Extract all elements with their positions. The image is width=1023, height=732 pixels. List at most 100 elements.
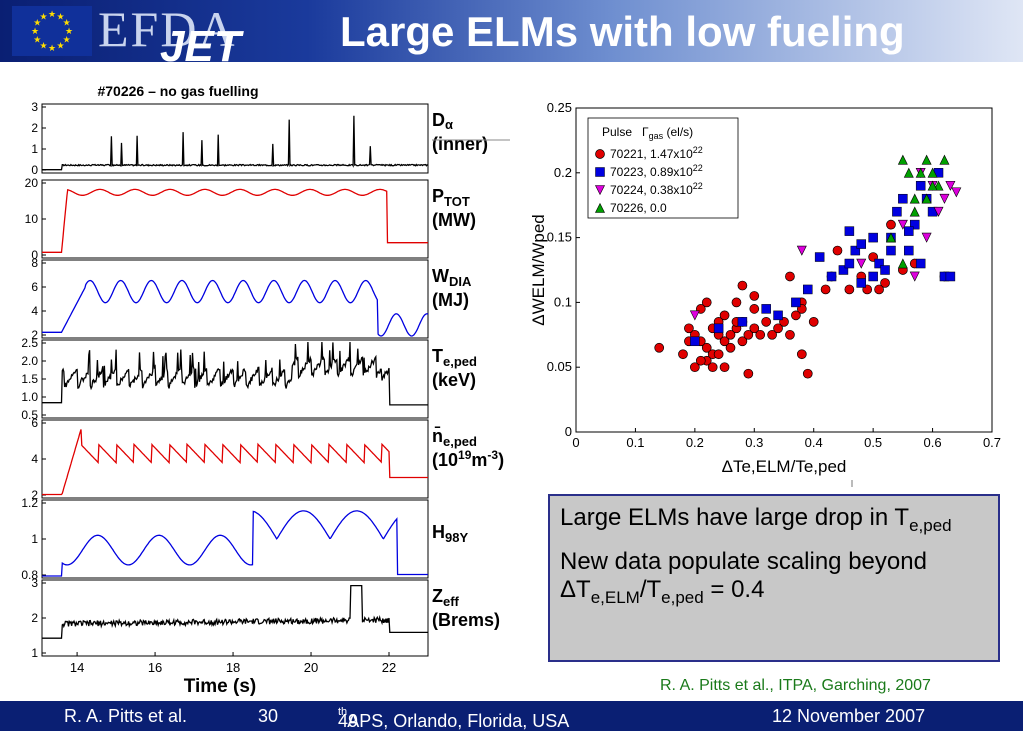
data-point-square [773, 310, 783, 321]
callout-line-2: New data populate scaling beyond ΔTe,ELM… [560, 547, 927, 607]
legend-entry: 70221, 1.47x1022 [610, 145, 703, 161]
panel-frame [41, 179, 429, 259]
data-point-circle [595, 149, 605, 159]
y-tick-label: 3 [31, 100, 38, 114]
panel-ptot: 20 10 0 PTOT(MW) [25, 176, 476, 262]
y-tick-label: 4 [31, 452, 38, 466]
data-point-square [886, 245, 896, 256]
panel-unit-label: (inner) [432, 134, 488, 154]
data-point-triangle-down [933, 206, 944, 217]
data-point-triangle-up [595, 202, 605, 213]
flag-star-icon: ★ [48, 43, 56, 53]
data-point-circle [802, 368, 813, 379]
data-point-triangle-up [921, 154, 932, 165]
flag-star-icon: ★ [31, 26, 39, 36]
data-point-triangle-down [951, 187, 962, 198]
data-point-triangle-down [595, 185, 605, 196]
data-point-square [880, 265, 890, 275]
y-tick-label: 0 [31, 248, 38, 262]
trace-h98 [42, 510, 428, 577]
y-tick-label: 0 [31, 163, 38, 177]
data-point-circle [796, 349, 807, 360]
y-tick-label: 1.5 [21, 372, 38, 386]
data-point-square [856, 278, 867, 288]
y-tick-label: 6 [31, 416, 38, 430]
data-point-circle [874, 284, 884, 295]
data-point-circle [808, 316, 819, 327]
data-point-circle [725, 329, 736, 340]
data-point-square [868, 232, 878, 243]
panel-frame [41, 259, 429, 339]
flag-star-icon: ★ [39, 11, 47, 21]
legend-entry: 70226, 0.0 [610, 201, 667, 215]
y-axis-label: ΔWELM/Wped [530, 214, 548, 326]
callout-line-1: Large ELMs have large drop in Te,ped [560, 504, 952, 535]
data-point-square [904, 226, 914, 236]
flag-star-icon: ★ [63, 18, 71, 28]
data-point-circle [707, 362, 718, 373]
data-point-triangle-up [909, 206, 920, 217]
panel-label: H98Y [432, 522, 468, 545]
x-tick-label: 14 [70, 660, 84, 675]
data-point-square [850, 245, 861, 256]
y-tick-label: 0.1 [554, 294, 572, 309]
data-point-circle [678, 349, 688, 360]
panel-teped: 2.5 2.0 1.5 1.0 0.5 Te,ped(keV) [21, 336, 477, 422]
callout-box: Large ELMs have large drop in Te,ped New… [548, 494, 1000, 662]
data-point-circle [832, 245, 843, 256]
data-point-square [844, 258, 855, 269]
trace-teped [42, 341, 428, 406]
flag-star-icon: ★ [56, 41, 64, 51]
data-point-square [915, 181, 926, 191]
data-point-square [909, 219, 920, 230]
x-tick-label: 0.4 [805, 435, 823, 450]
x-axis-label: ΔTe,ELM/Te,ped [722, 457, 847, 476]
panel-zeff: 3 2 1 Zeff(Brems) [31, 576, 500, 660]
reference-credit: R. A. Pitts et al., ITPA, Garching, 2007 [660, 677, 931, 694]
footer-page-number: 30 [258, 706, 279, 726]
footer-author: R. A. Pitts et al. [64, 706, 188, 726]
data-point-circle [743, 368, 754, 379]
x-tick-label: 0.6 [924, 435, 942, 450]
data-point-circle [785, 271, 795, 282]
data-point-circle [654, 342, 665, 353]
y-tick-label: 1.0 [21, 390, 38, 404]
trace-dalpha [42, 115, 428, 171]
trace-neped [42, 429, 428, 496]
data-point-square [737, 317, 748, 327]
series-3 [885, 154, 950, 269]
efda-logo-text: EFDA [98, 1, 237, 57]
data-point-triangle-down [909, 271, 920, 282]
data-point-square [915, 258, 926, 269]
data-point-circle [785, 329, 795, 340]
data-point-circle [701, 297, 712, 308]
panel-frame [41, 339, 429, 419]
data-point-square [838, 265, 849, 275]
data-point-triangle-up [927, 167, 938, 178]
y-tick-label: 20 [25, 176, 39, 190]
y-tick-label: 2 [31, 328, 38, 342]
data-point-triangle-down [939, 193, 950, 204]
panel-frame [41, 419, 429, 499]
data-point-square [761, 304, 771, 314]
data-point-square [803, 284, 813, 295]
panel-unit-label: (Brems) [432, 610, 500, 630]
data-point-square [713, 323, 724, 334]
data-point-circle [791, 310, 801, 321]
data-point-square [826, 271, 837, 282]
data-point-triangle-up [921, 193, 932, 204]
y-tick-label: 2 [31, 121, 38, 135]
data-point-circle [820, 284, 831, 295]
data-point-circle [690, 362, 700, 373]
data-point-circle [684, 323, 694, 334]
x-tick-label: 16 [148, 660, 162, 675]
data-point-square [892, 206, 902, 217]
y-tick-label: 0.8 [21, 568, 38, 582]
data-point-circle [773, 323, 783, 334]
data-point-square [874, 258, 884, 269]
y-tick-label: 1 [31, 142, 38, 156]
data-point-circle [695, 355, 706, 366]
footer-date: 12 November 2007 [772, 706, 926, 726]
